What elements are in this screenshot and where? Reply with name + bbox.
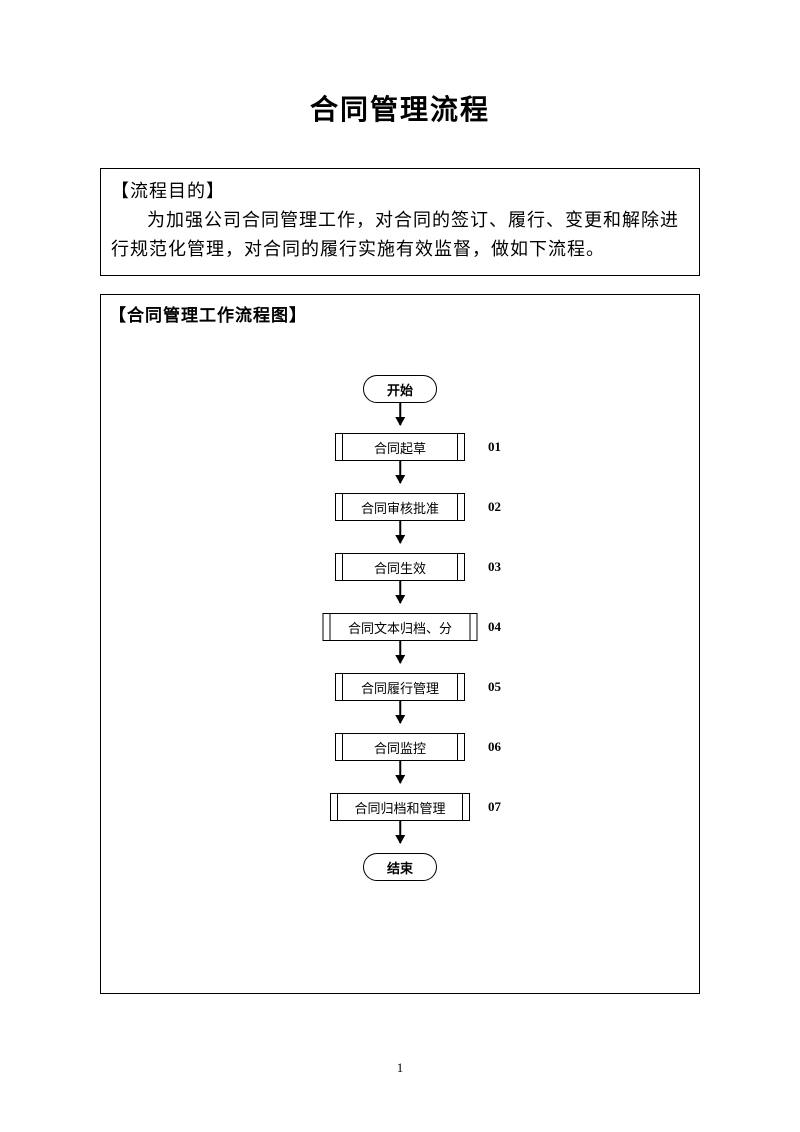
process-step-label: 合同起草 [342,434,458,460]
start-node: 开始 [363,375,437,403]
step-number: 05 [488,679,501,695]
process-step-7: 合同归档和管理 [330,793,470,821]
process-step-3: 合同生效 [335,553,465,581]
process-step-label: 合同归档和管理 [337,794,463,820]
process-step-label: 合同审核批准 [342,494,458,520]
flowchart-header: 【合同管理工作流程图】 [101,295,699,332]
step-number: 01 [488,439,501,455]
purpose-box: 【流程目的】 为加强公司合同管理工作，对合同的签订、履行、变更和解除进行规范化管… [100,168,700,276]
page-title: 合同管理流程 [0,0,800,128]
arrow [399,521,401,543]
process-step-label: 合同生效 [342,554,458,580]
process-step-label: 合同文本归档、分 [330,614,471,640]
process-step-1: 合同起草 [335,433,465,461]
step-number: 06 [488,739,501,755]
flowchart-box: 【合同管理工作流程图】 开始合同起草 01 合同审核批准 02 合同生效 03 合同文本归档… [100,294,700,994]
step-number: 02 [488,499,501,515]
arrow [399,581,401,603]
process-step-2: 合同审核批准 [335,493,465,521]
arrow [399,403,401,425]
process-step-4: 合同文本归档、分 [323,613,478,641]
purpose-text: 为加强公司合同管理工作，对合同的签订、履行、变更和解除进行规范化管理，对合同的履… [111,206,689,264]
process-step-5: 合同履行管理 [335,673,465,701]
purpose-label: 【流程目的】 [111,177,689,206]
process-step-label: 合同履行管理 [342,674,458,700]
step-number: 03 [488,559,501,575]
arrow [399,701,401,723]
end-node: 结束 [363,853,437,881]
process-step-label: 合同监控 [342,734,458,760]
arrow [399,461,401,483]
arrow [399,641,401,663]
arrow [399,761,401,783]
step-number: 07 [488,799,501,815]
arrow [399,821,401,843]
step-number: 04 [488,619,501,635]
page-number: 1 [0,1060,800,1076]
flowchart: 开始合同起草 01 合同审核批准 02 合同生效 03 合同文本归档、分 04 合同履行管理 05… [101,375,699,973]
process-step-6: 合同监控 [335,733,465,761]
